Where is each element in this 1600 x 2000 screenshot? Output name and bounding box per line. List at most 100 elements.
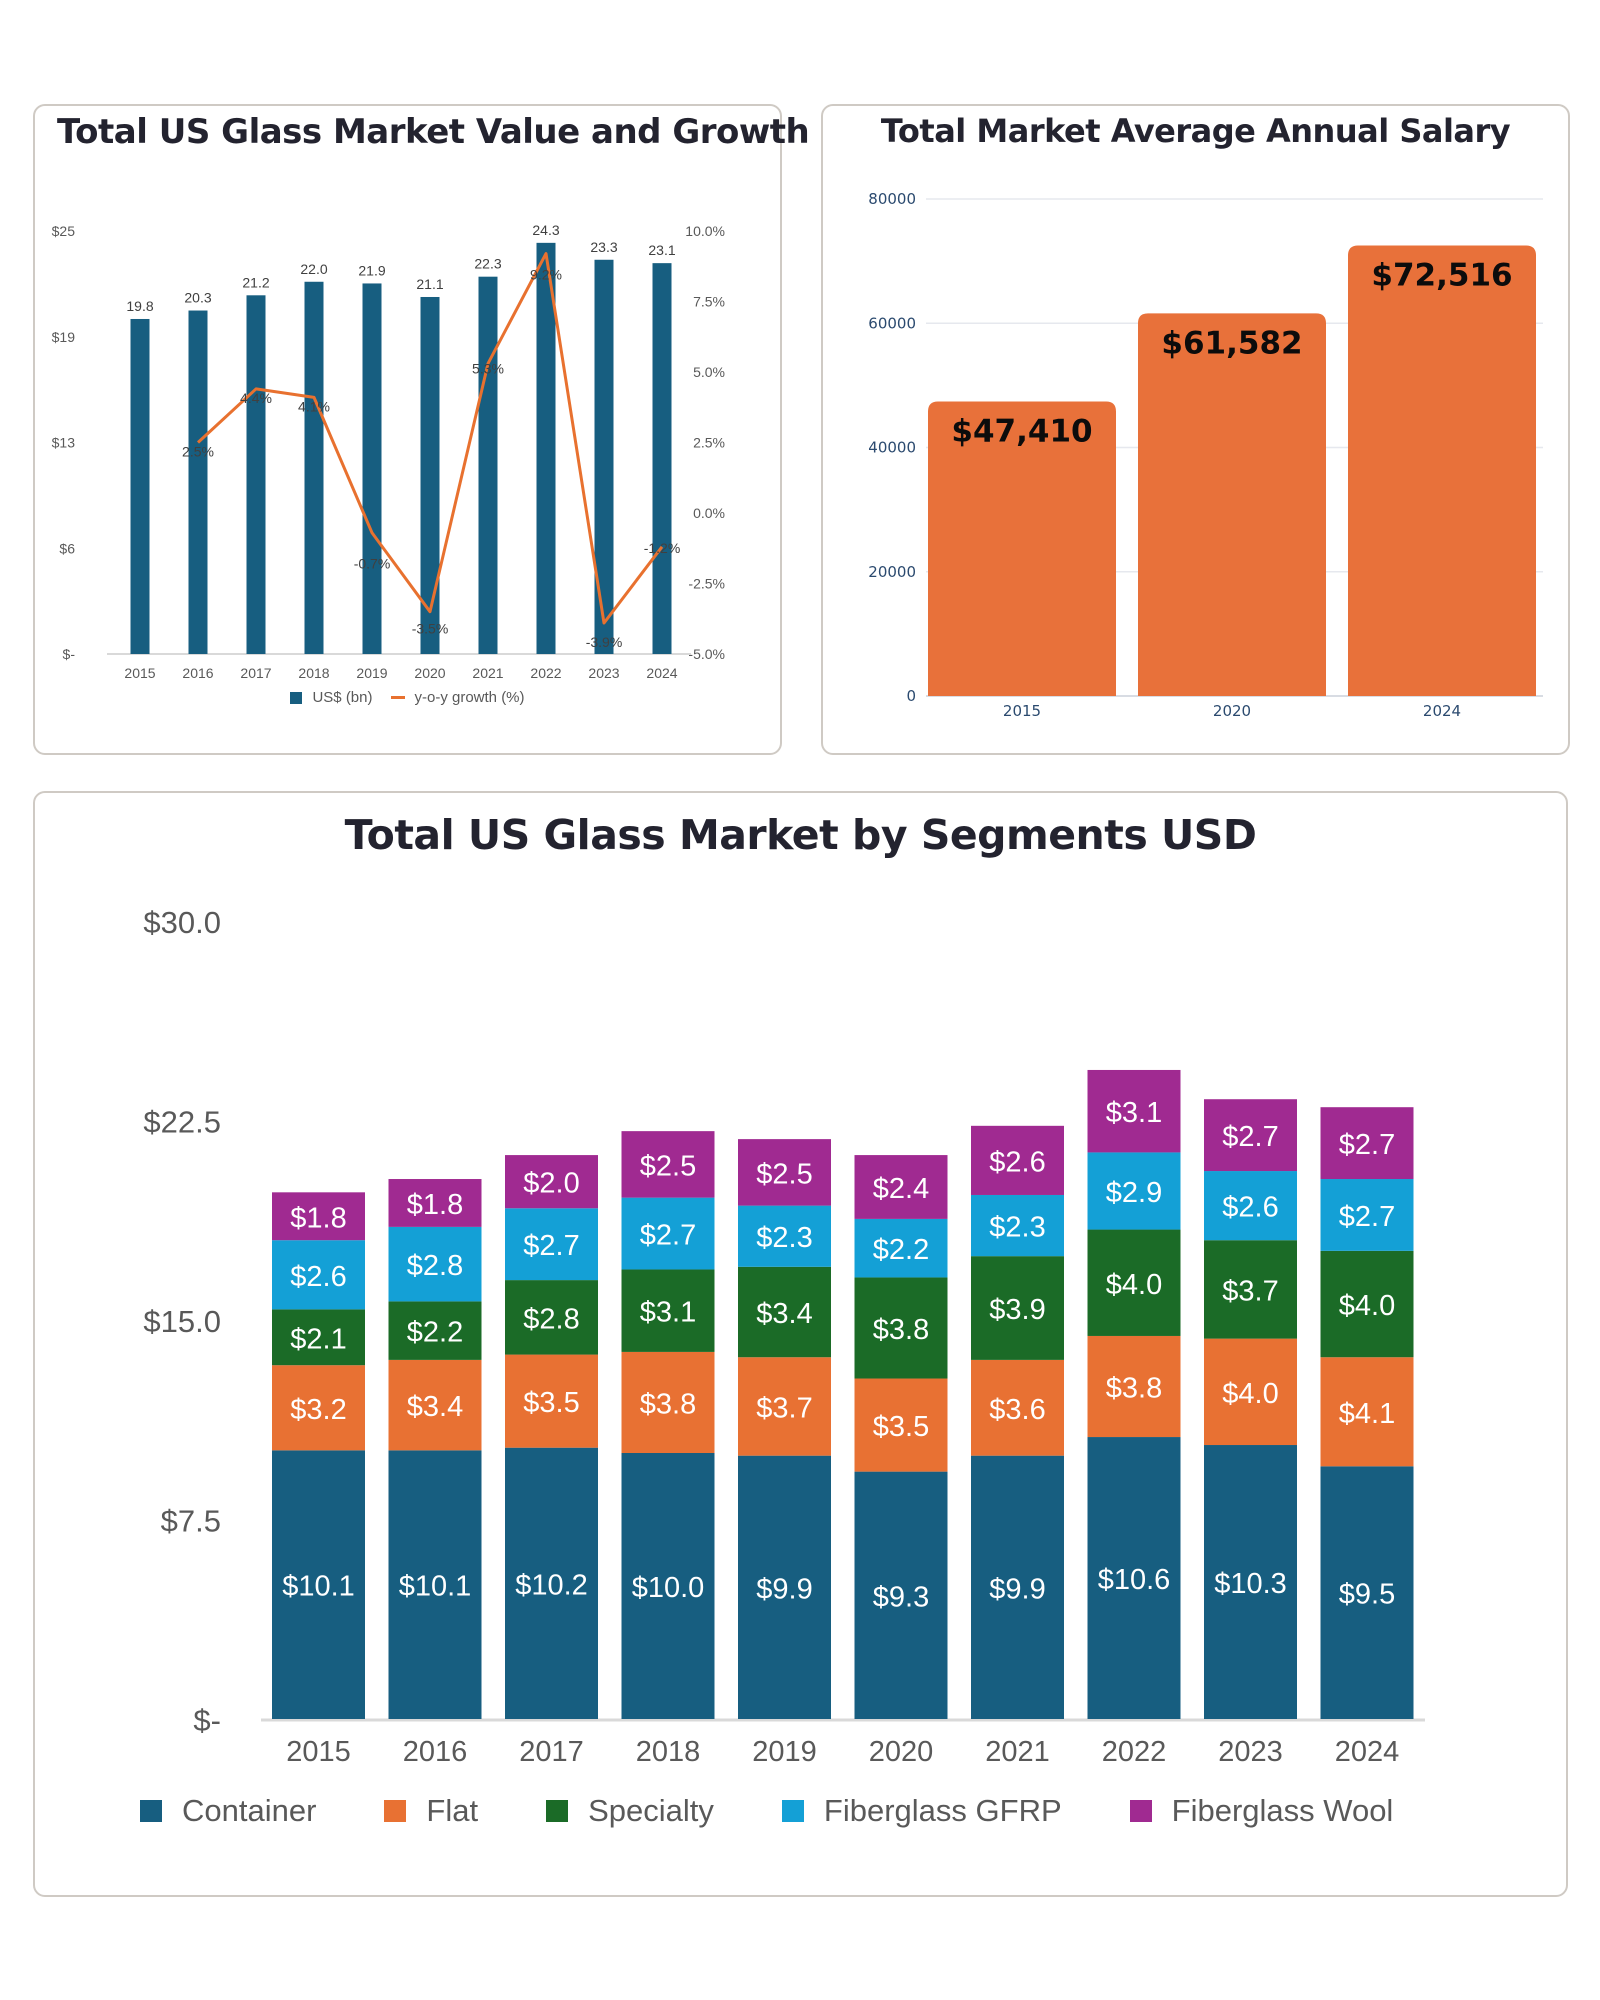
segment-data-label: $2.7 bbox=[1339, 1129, 1395, 1161]
x-tick-label: 2017 bbox=[519, 1736, 584, 1768]
bar-data-label: 21.9 bbox=[358, 262, 385, 278]
segment-bar-container bbox=[1087, 1437, 1181, 1719]
growth-data-label: -3.9% bbox=[586, 634, 623, 650]
chart-title: Total US Glass Market by Segments USD bbox=[344, 811, 1257, 859]
legend-swatch bbox=[140, 1800, 162, 1822]
segment-bar-specialty bbox=[272, 1309, 365, 1366]
x-tick-label: 2016 bbox=[182, 665, 213, 681]
market-value-growth-card: Total US Glass Market Value and Growth $… bbox=[33, 104, 810, 755]
legend-label: y-o-y growth (%) bbox=[414, 689, 525, 706]
segment-bar-fiberglass-wool bbox=[854, 1155, 948, 1219]
segment-data-label: $4.0 bbox=[1222, 1378, 1278, 1410]
value-bar bbox=[420, 296, 440, 654]
y-tick-label: 60000 bbox=[868, 314, 916, 332]
legend-label: Fiberglass GFRP bbox=[823, 1793, 1062, 1828]
bar-data-label: 23.3 bbox=[590, 239, 617, 255]
segment-data-label: $9.9 bbox=[756, 1573, 812, 1605]
segment-bar-fiberglass-gfrp bbox=[1204, 1171, 1297, 1241]
salary-bar bbox=[928, 401, 1116, 696]
y-tick-label: 0 bbox=[906, 687, 916, 705]
x-tick-label: 2015 bbox=[286, 1736, 351, 1768]
segment-data-label: $2.4 bbox=[873, 1173, 929, 1205]
segment-bar-fiberglass-wool bbox=[1087, 1069, 1181, 1153]
segment-bar-container bbox=[505, 1447, 598, 1719]
average-salary-card: Total Market Average Annual Salary 0 2000… bbox=[821, 104, 1570, 755]
legend-swatch bbox=[384, 1800, 407, 1822]
segment-data-label: $2.2 bbox=[873, 1234, 929, 1266]
x-tick-label: 2021 bbox=[472, 665, 503, 681]
segment-data-label: $2.6 bbox=[989, 1146, 1045, 1178]
legend-label: Fiberglass Wool bbox=[1171, 1793, 1394, 1828]
value-bar bbox=[362, 283, 382, 654]
segment-bar-specialty bbox=[388, 1301, 482, 1360]
chart-title: Total Market Average Annual Salary bbox=[880, 112, 1511, 150]
segment-data-label: $3.5 bbox=[873, 1411, 929, 1443]
segment-bar-specialty bbox=[1204, 1240, 1297, 1339]
legend-item-fiberglass-wool: Fiberglass Wool bbox=[1129, 1793, 1394, 1829]
segment-bar-fiberglass-gfrp bbox=[971, 1194, 1064, 1257]
segment-data-label: $10.3 bbox=[1214, 1568, 1287, 1600]
segment-data-label: $10.1 bbox=[282, 1571, 355, 1603]
segment-bar-container bbox=[971, 1455, 1064, 1719]
chart-legend: US$ (bn) y-o-y growth (%) bbox=[35, 689, 780, 706]
segment-bar-container bbox=[621, 1453, 715, 1719]
legend-item-flat: Flat bbox=[384, 1793, 478, 1829]
segment-bar-flat bbox=[1204, 1338, 1297, 1446]
legend-item-specialty: Specialty bbox=[546, 1793, 714, 1829]
segment-data-label: $2.9 bbox=[1106, 1177, 1162, 1209]
segment-data-label: $2.5 bbox=[756, 1158, 812, 1190]
bar-data-label: 22.3 bbox=[474, 256, 501, 272]
legend-swatch bbox=[546, 1800, 569, 1822]
y-left-tick-label: $13 bbox=[52, 435, 76, 451]
y-right-tick-label: 7.5% bbox=[693, 294, 725, 310]
bar-data-label: 24.3 bbox=[532, 222, 559, 238]
value-bar bbox=[188, 310, 208, 654]
x-tick-label: 2020 bbox=[414, 665, 445, 681]
segment-data-label: $3.6 bbox=[989, 1394, 1045, 1426]
segment-bar-specialty bbox=[738, 1266, 831, 1358]
y-tick-label: $22.5 bbox=[143, 1105, 221, 1140]
segment-data-label: $2.8 bbox=[407, 1250, 463, 1282]
legend-swatch bbox=[1129, 1800, 1152, 1822]
segment-bar-specialty bbox=[971, 1256, 1064, 1360]
segment-bar-fiberglass-gfrp bbox=[388, 1226, 482, 1302]
segment-data-label: $9.9 bbox=[989, 1573, 1045, 1605]
segment-bar-fiberglass-gfrp bbox=[1087, 1152, 1181, 1230]
segment-bar-flat bbox=[738, 1357, 831, 1456]
y-right-tick-label: 2.5% bbox=[693, 435, 725, 451]
segment-bar-fiberglass-wool bbox=[738, 1139, 831, 1206]
growth-data-label: 2.5% bbox=[182, 444, 214, 460]
segment-bar-flat bbox=[388, 1359, 482, 1451]
segment-data-label: $10.0 bbox=[632, 1572, 705, 1604]
growth-data-label: 4.1% bbox=[298, 398, 330, 414]
legend-label: Flat bbox=[426, 1793, 479, 1828]
market-segments-chart: $- $7.5 $15.0 $22.5 $30.0 $10.1 $3.2 $2.1 $2.6 $1… bbox=[143, 905, 1425, 1768]
segment-bar-flat bbox=[1320, 1357, 1414, 1467]
legend-item-container: Container bbox=[140, 1793, 316, 1829]
x-tick-label: 2021 bbox=[985, 1736, 1050, 1768]
value-bar bbox=[652, 263, 672, 654]
segment-bar-flat bbox=[272, 1365, 365, 1451]
value-bar bbox=[594, 259, 614, 654]
x-tick-label: 2015 bbox=[1003, 702, 1041, 720]
bar-data-label: 23.1 bbox=[648, 242, 675, 258]
segment-bar-fiberglass-gfrp bbox=[621, 1197, 715, 1270]
segment-data-label: $3.5 bbox=[523, 1387, 579, 1419]
chart-legend: Container Flat Specialty Fiberglass GFRP… bbox=[140, 1793, 1461, 1829]
segment-data-label: $3.7 bbox=[1222, 1275, 1278, 1307]
segment-bar-flat bbox=[1087, 1335, 1181, 1438]
x-tick-label: 2020 bbox=[1213, 702, 1251, 720]
legend-item-growth: y-o-y growth (%) bbox=[390, 689, 525, 706]
legend-item-fiberglass-gfrp: Fiberglass GFRP bbox=[781, 1793, 1062, 1829]
segment-bar-fiberglass-wool bbox=[621, 1131, 715, 1198]
segment-data-label: $10.1 bbox=[399, 1571, 472, 1603]
salary-bar bbox=[1138, 313, 1326, 696]
x-tick-label: 2024 bbox=[646, 665, 677, 681]
x-tick-label: 2024 bbox=[1335, 1736, 1400, 1768]
segment-bar-fiberglass-wool bbox=[1320, 1107, 1414, 1180]
y-tick-label: $7.5 bbox=[161, 1504, 221, 1539]
segment-bar-fiberglass-wool bbox=[971, 1125, 1064, 1195]
value-bar bbox=[130, 318, 150, 654]
value-bar bbox=[304, 281, 324, 654]
segment-bar-fiberglass-gfrp bbox=[272, 1240, 365, 1310]
